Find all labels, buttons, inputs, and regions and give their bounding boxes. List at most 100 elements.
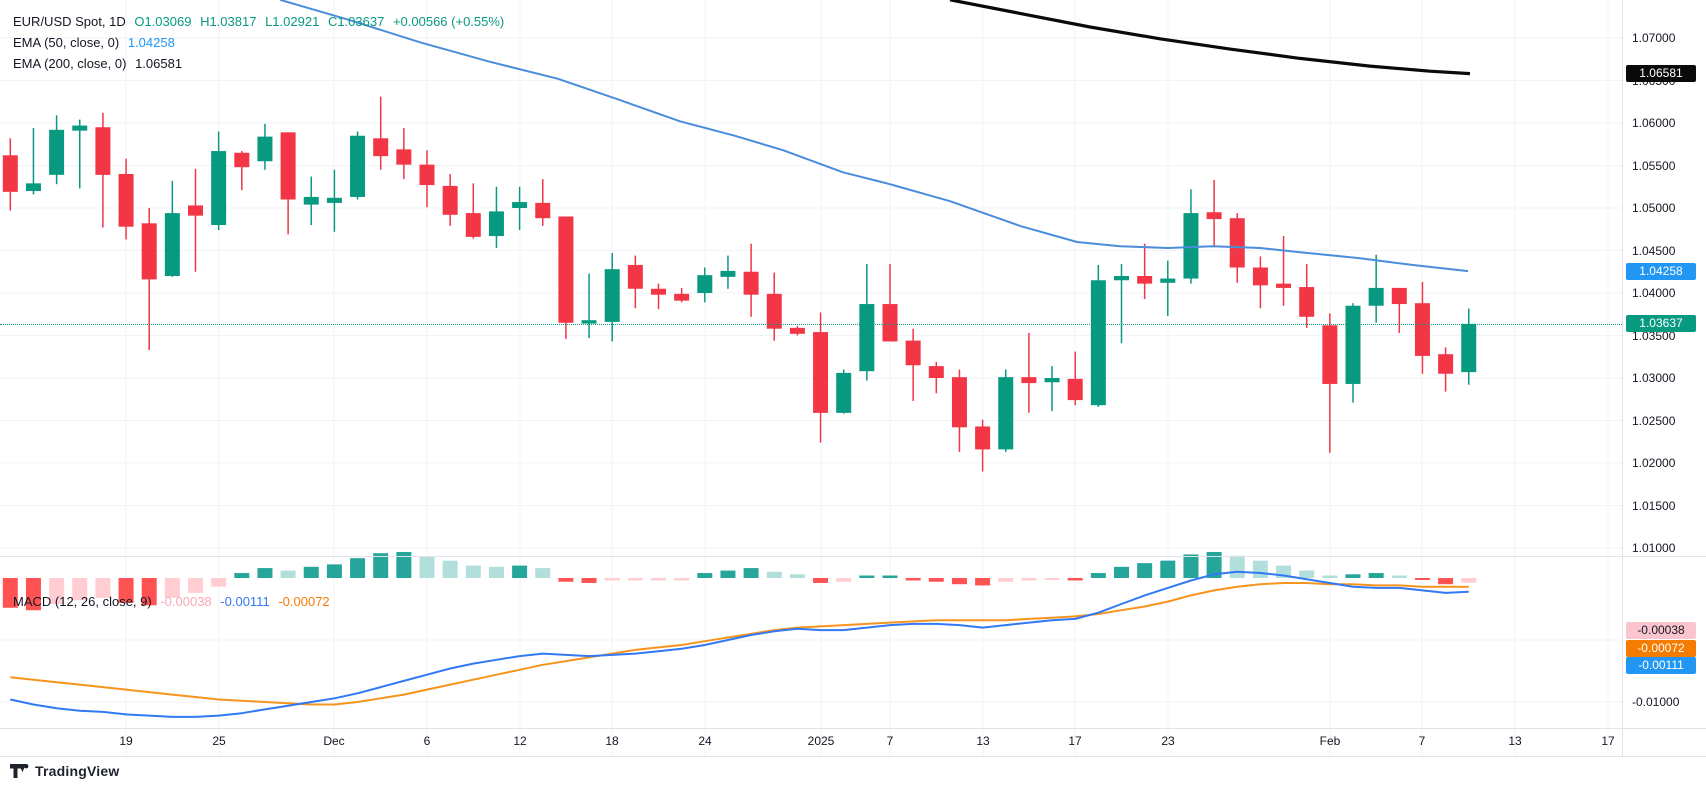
macd-histogram-bar (303, 566, 319, 578)
candle-body (998, 377, 1014, 450)
ohlc-high: H1.03817 (200, 14, 257, 29)
price-tick-label: 1.06000 (1632, 116, 1676, 130)
macd-histogram-bar (674, 578, 690, 581)
macd-histogram-bar (1044, 578, 1060, 580)
macd-histogram-bar (234, 573, 250, 578)
candle-body (1021, 377, 1037, 384)
macd-line-value: -0.00111 (220, 594, 270, 609)
candle-body (118, 174, 134, 227)
macd-histogram-bar (118, 578, 134, 603)
macd-histogram-bar (512, 565, 528, 578)
candle-body (882, 304, 898, 342)
macd-histogram-bar (1368, 573, 1384, 578)
candle-body (419, 164, 435, 186)
ema50-label: EMA (50, close, 0) (13, 35, 120, 50)
candle-body (1368, 287, 1384, 306)
macd-histogram-bar (697, 573, 713, 578)
candle-body (975, 426, 991, 450)
candle-body (1206, 212, 1222, 220)
price-badge: 1.06581 (1626, 65, 1696, 83)
macd-legend-row[interactable]: MACD (12, 26, close, 9) -0.00038 -0.0011… (13, 594, 330, 609)
macd-line (10, 570, 1469, 718)
macd-histogram-bar (326, 564, 342, 578)
time-tick-label: 13 (1508, 734, 1522, 748)
candle-body (535, 202, 551, 219)
candle-body (95, 127, 111, 175)
candle-body (859, 304, 875, 372)
ohlc-low: L1.02921 (265, 14, 320, 29)
macd-histogram-bar (442, 560, 458, 578)
time-tick-label: 18 (605, 734, 619, 748)
macd-histogram-bar (928, 578, 944, 582)
candle-body (581, 320, 597, 324)
macd-histogram-bar (1345, 574, 1361, 578)
macd-histogram-bar (720, 570, 736, 578)
macd-histogram-bar (789, 574, 805, 578)
macd-histogram-bar (951, 578, 967, 585)
ema200-label: EMA (200, close, 0) (13, 56, 127, 71)
ema200-legend-row[interactable]: EMA (200, close, 0) 1.06581 (13, 56, 182, 71)
macd-histogram-bar (419, 556, 435, 578)
candle-body (465, 213, 481, 237)
price-tick-label: 1.01500 (1632, 498, 1676, 513)
candle-body (720, 270, 736, 277)
macd-histogram-bar (188, 578, 203, 593)
price-axis-border (1622, 0, 1623, 757)
price-badge: 1.04258 (1626, 262, 1696, 280)
candle-body (766, 293, 782, 329)
ema50-legend-row[interactable]: EMA (50, close, 0) 1.04258 (13, 35, 175, 50)
candle-body (512, 202, 528, 208)
macd-histogram-bar (882, 575, 898, 578)
candle-body (1438, 354, 1454, 374)
candle-body (1160, 278, 1176, 283)
candle-body (1183, 213, 1199, 279)
tradingview-logo[interactable]: TradingView (10, 763, 119, 779)
ohlc-close: C1.03637 (327, 14, 385, 29)
macd-histogram-bar (1183, 554, 1199, 578)
macd-histogram-bar (1114, 566, 1129, 578)
candle-body (1414, 303, 1430, 356)
candle-body (2, 155, 18, 192)
time-tick-label: 17 (1068, 734, 1082, 748)
candle-body (303, 196, 319, 205)
ema50-value: 1.04258 (127, 35, 175, 50)
macd-histogram-bar (535, 568, 551, 578)
candle-body (1067, 378, 1083, 401)
candle-body (674, 293, 690, 301)
macd-histogram-bar (1160, 560, 1176, 578)
candle-body (1252, 267, 1268, 286)
macd-histogram-bar (1137, 563, 1153, 578)
candle-body (373, 138, 389, 157)
candle-body (1299, 287, 1315, 317)
candle-body (1044, 378, 1060, 383)
candle-body (188, 205, 203, 216)
price-badge: 1.03637 (1626, 315, 1696, 333)
candle-body (164, 213, 180, 276)
candle-body (488, 211, 504, 237)
macd-histogram-bar (1206, 551, 1222, 578)
macd-histogram-bar (1299, 570, 1315, 578)
symbol-legend-row[interactable]: EUR/USD Spot, 1D O1.03069 H1.03817 L1.02… (13, 14, 504, 29)
bottom-border (0, 756, 1706, 757)
ohlc-change: +0.00566 (+0.55%) (392, 14, 505, 29)
pane-separator[interactable] (0, 556, 1706, 557)
macd-histogram-bar (2, 578, 18, 608)
time-tick-label: 24 (698, 734, 712, 748)
candle-body (651, 288, 666, 295)
macd-histogram-bar (581, 578, 597, 583)
time-tick-label: 12 (513, 734, 527, 748)
candle-body (234, 152, 250, 168)
time-axis-border (0, 728, 1706, 729)
macd-histogram-bar (813, 578, 829, 583)
macd-label: MACD (12, 26, close, 9) (13, 594, 152, 609)
macd-histogram-bar (766, 571, 782, 578)
candle-body (1229, 218, 1245, 268)
macd-histogram-bar (373, 553, 389, 578)
macd-signal-line (10, 582, 1469, 706)
macd-histogram-bar (164, 578, 180, 598)
time-tick-label: 25 (212, 734, 226, 748)
candle-body (928, 366, 944, 378)
macd-histogram-bar (350, 558, 366, 578)
macd-histogram-bar (488, 566, 504, 578)
